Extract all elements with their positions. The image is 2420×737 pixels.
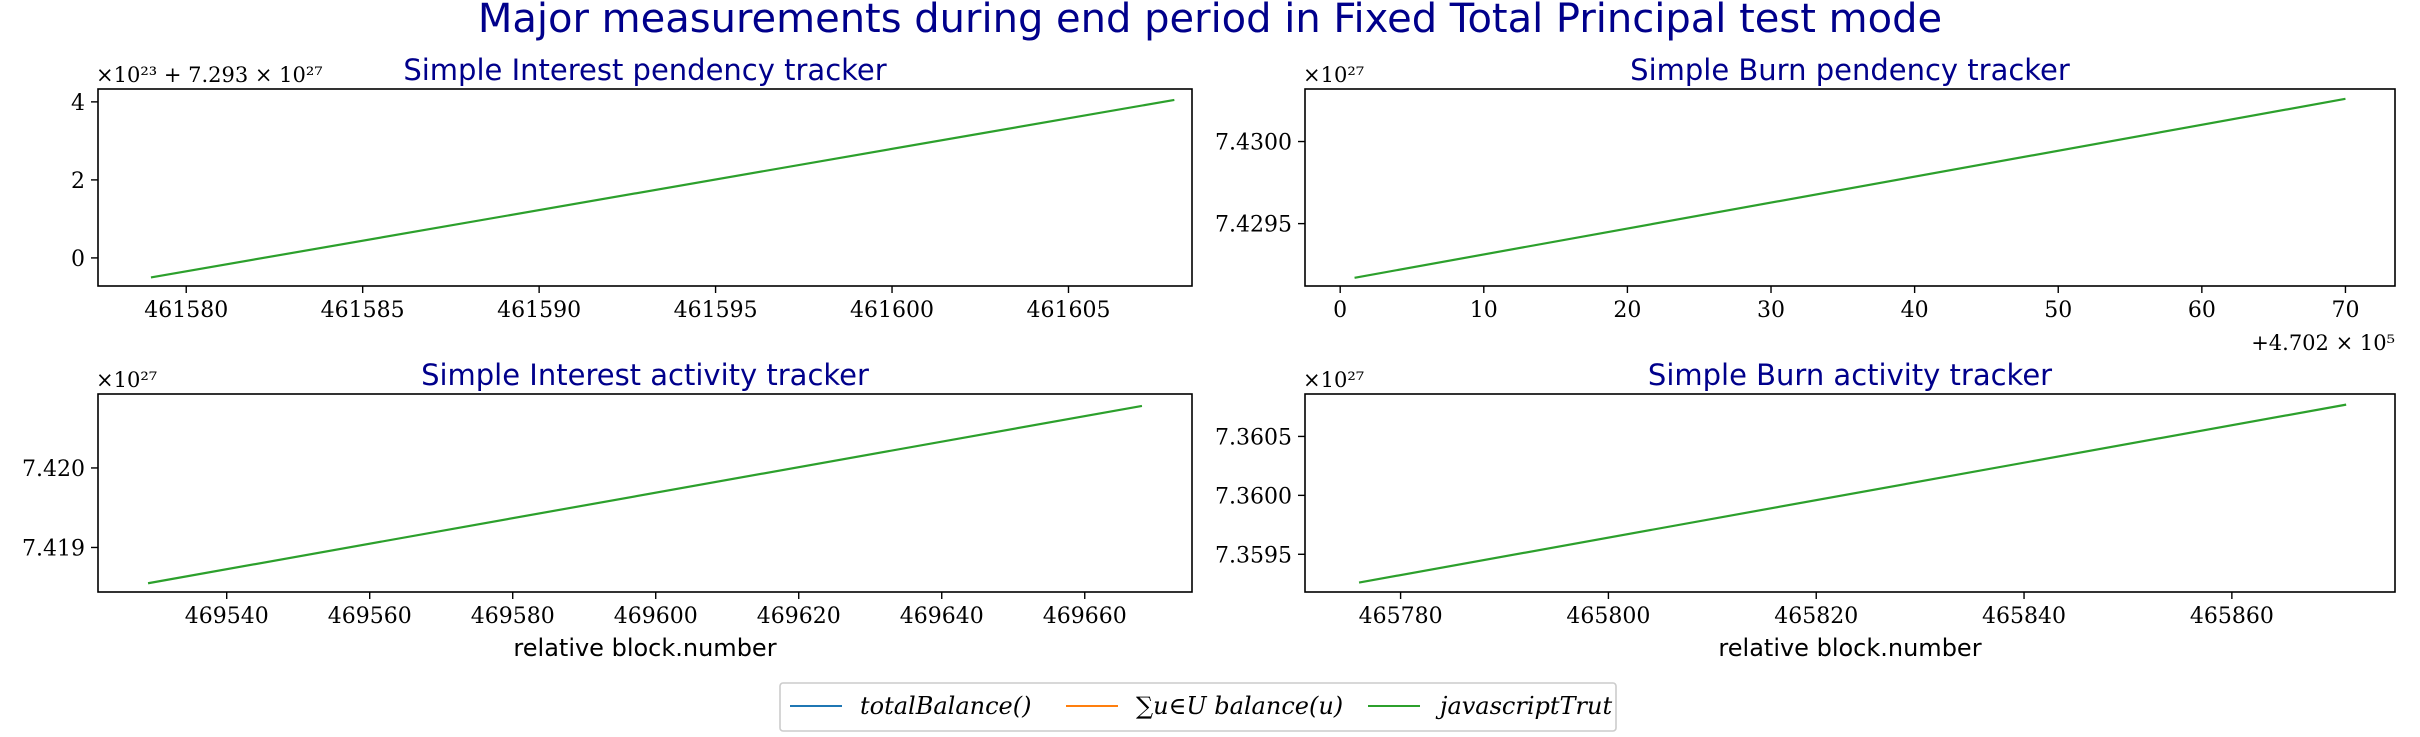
y-tick-label: 7.4295 [1215, 213, 1292, 238]
subplot-title: Simple Interest activity tracker [421, 358, 869, 392]
series-line-interest-activity [147, 404, 1143, 585]
subplot-title: Simple Burn pendency tracker [1630, 53, 2070, 87]
series-line-burn-activity [1358, 403, 2347, 584]
subplot-title: Simple Burn activity tracker [1648, 358, 2052, 392]
x-tick-label: 60 [2188, 298, 2216, 323]
x-tick-label: 465800 [1566, 604, 1650, 629]
axes-frame [97, 88, 1193, 287]
legend: totalBalance() ∑u∈U balance(u) javascrip… [779, 682, 1617, 732]
legend-frame [779, 682, 1617, 732]
y-tick-label: 2 [71, 169, 85, 194]
x-tick-label: 20 [1613, 298, 1641, 323]
x-tick-label: 0 [1333, 298, 1347, 323]
x-tick-label: 40 [1901, 298, 1929, 323]
axes-frame [97, 393, 1193, 593]
y-tick-label: 7.4300 [1215, 131, 1292, 156]
y-tick-label: 7.3595 [1215, 543, 1292, 568]
y-offset-text: ×10²³ + 7.293 × 10²⁷ [96, 63, 323, 87]
x-tick-label: 469640 [900, 604, 984, 629]
y-tick-label: 7.420 [22, 457, 85, 482]
y-tick-label: 0 [71, 247, 85, 272]
x-tick-label: 465820 [1774, 604, 1858, 629]
x-tick-label: 461595 [674, 298, 758, 323]
y-tick-label: 7.3605 [1215, 425, 1292, 450]
axes-frame [1304, 88, 2396, 287]
subplot-interest-pendency: Simple Interest pendency tracker 461580 46… [71, 53, 1193, 323]
x-offset-text: +4.702 × 10⁵ [2251, 331, 2395, 355]
y-tick-label: 4 [71, 91, 85, 116]
subplot-burn-activity: Simple Burn activity tracker 465780 465800… [1215, 358, 2396, 662]
series-line-interest-pendency [150, 98, 1175, 279]
y-tick-label: 7.3600 [1215, 484, 1292, 509]
x-tick-label: 469540 [185, 604, 269, 629]
x-tick-label: 465860 [2190, 604, 2274, 629]
subplot-interest-activity: Simple Interest activity tracker 469540 46… [22, 358, 1193, 662]
x-tick-label: 30 [1757, 298, 1785, 323]
x-tick-label: 469660 [1043, 604, 1127, 629]
x-tick-label: 465840 [1982, 604, 2066, 629]
x-tick-label: 469600 [614, 604, 698, 629]
x-tick-label: 461585 [321, 298, 405, 323]
series-line-burn-pendency [1354, 97, 2346, 279]
y-tick-label: 7.419 [22, 536, 85, 561]
y-offset-text: ×10²⁷ [96, 368, 157, 392]
x-tick-label: 461590 [497, 298, 581, 323]
axes-frame [1304, 393, 2396, 593]
x-tick-label: 70 [2331, 298, 2359, 323]
subplot-title: Simple Interest pendency tracker [403, 53, 886, 87]
legend-label-javascript-trut: javascriptTrut [1435, 692, 1612, 720]
x-tick-label: 469580 [471, 604, 555, 629]
subplot-burn-pendency: Simple Burn pendency tracker 0 10 20 30 40 50 6… [1215, 53, 2396, 355]
x-tick-label: 461580 [144, 298, 228, 323]
x-axis-label: relative block.number [513, 634, 776, 662]
figure-title: Major measurements during end period in … [478, 0, 1942, 42]
x-tick-label: 469560 [328, 604, 412, 629]
x-tick-label: 465780 [1359, 604, 1443, 629]
y-offset-text: ×10²⁷ [1303, 63, 1364, 87]
y-offset-text: ×10²⁷ [1303, 368, 1364, 392]
x-tick-label: 461605 [1026, 298, 1110, 323]
x-axis-label: relative block.number [1718, 634, 1981, 662]
x-tick-label: 50 [2044, 298, 2072, 323]
x-tick-label: 469620 [757, 604, 841, 629]
x-tick-label: 10 [1470, 298, 1498, 323]
legend-label-sum-balance: ∑u∈U balance(u) [1136, 692, 1343, 720]
x-tick-label: 461600 [850, 298, 934, 323]
legend-label-total-balance: totalBalance() [860, 692, 1031, 720]
